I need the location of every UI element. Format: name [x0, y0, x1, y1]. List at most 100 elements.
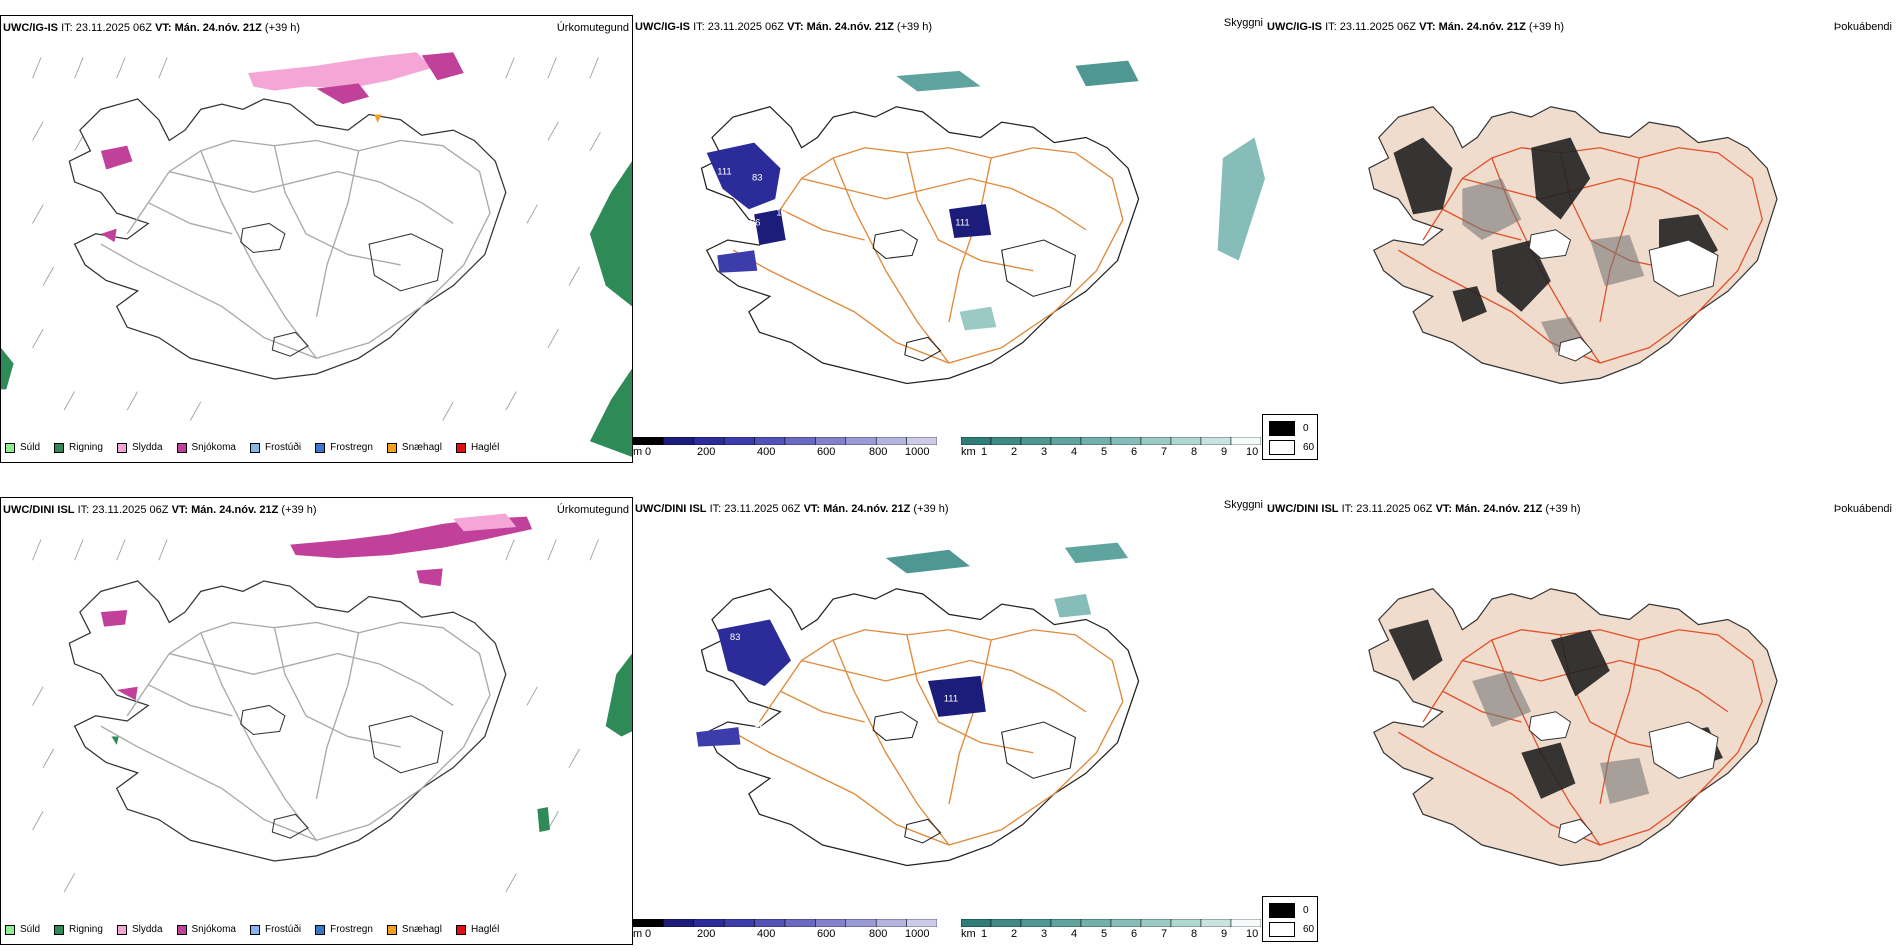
vis-colorbar-swatches — [961, 919, 1261, 927]
ceiling-tick: 600 — [817, 928, 836, 940]
colorbar-swatch — [1110, 437, 1142, 445]
fog-header-top: UWC/IG-IS IT: 23.11.2025 06Z VT: Mán. 24… — [1267, 21, 1564, 33]
ceiling-label: 41 — [675, 263, 686, 273]
ceiling-unit: m — [633, 446, 643, 458]
ceiling-vis-panel-top: 100 111 111 83 18 186 111 41 30 119 28 U… — [633, 15, 1265, 463]
legend-item: Frostregn — [315, 442, 373, 453]
vis-unit: km — [961, 446, 976, 458]
ceiling-tick: 600 — [817, 446, 836, 458]
lead-time: (+39 h) — [1528, 21, 1565, 33]
fog-map-top — [1368, 106, 1778, 385]
legend-item: Rigning — [54, 442, 103, 453]
colorbar-swatch — [1110, 919, 1142, 927]
colorbar-swatch — [754, 437, 786, 445]
it-value: 23.11.2025 06Z — [75, 22, 152, 34]
precip-type-panel-top: UWC/IG-IS IT: 23.11.2025 06Z VT: Mán. 24… — [0, 15, 633, 463]
lead-time: (+39 h) — [1545, 503, 1581, 515]
ceiling-map-bottom: 83 129 111 95 12 — [675, 542, 1140, 867]
ceiling-label: 83 — [730, 632, 741, 642]
vis-tick: 5 — [1101, 446, 1108, 458]
it-label: IT: — [77, 504, 90, 516]
ceiling-title-bottom: Skyggni — [1223, 499, 1263, 511]
vis-tick: 2 — [1011, 446, 1018, 458]
colorbar-swatch — [633, 437, 664, 445]
ceiling-label: 186 — [745, 218, 761, 228]
colorbar-swatch — [815, 919, 847, 927]
legend-item: Frostúði — [249, 924, 301, 935]
colorbar-swatch — [663, 437, 695, 445]
ceiling-header-bottom: UWC/DINI ISL IT: 23.11.2025 06Z VT: Mán.… — [635, 503, 949, 515]
model-name: UWC/DINI ISL — [635, 503, 707, 515]
fog-map-bottom — [1368, 588, 1778, 867]
colorbar-swatch — [1020, 437, 1052, 445]
colorbar-swatch — [693, 919, 725, 927]
vt-value: Mán. 24.nóv. 21Z — [191, 504, 279, 516]
vis-tick: 4 — [1071, 446, 1078, 458]
ceiling-tick: 1000 — [905, 928, 930, 940]
colorbar-swatch — [1200, 919, 1232, 927]
legend-item: Frostregn — [315, 924, 373, 935]
model-name: UWC/IG-IS — [1267, 21, 1322, 33]
model-name: UWC/IG-IS — [635, 21, 690, 33]
ceiling-label: 95 — [675, 737, 686, 747]
colorbar-swatch — [723, 437, 755, 445]
colorbar-swatch — [1170, 919, 1202, 927]
colorbar-swatch — [1050, 437, 1082, 445]
colorbar-swatch — [845, 919, 877, 927]
legend-item: Snæhagl — [386, 924, 442, 935]
fog-title-bottom: Þokuábendi — [1833, 503, 1892, 515]
vis-tick: 4 — [1071, 928, 1078, 940]
it-label: IT: — [693, 21, 705, 33]
vis-tick: 1 — [981, 446, 988, 458]
colorbar-swatch — [1080, 437, 1112, 445]
ceiling-colorbar-swatches — [633, 437, 937, 445]
colorbar-swatch — [1140, 919, 1172, 927]
vt-value: Mán. 24.nóv. 21Z — [823, 503, 911, 515]
fog-legend-item: 60 — [1269, 922, 1314, 937]
model-name: UWC/DINI ISL — [3, 504, 75, 516]
ceiling-tick: 0 — [645, 446, 652, 458]
colorbar-swatch — [723, 919, 755, 927]
fog-legend-top: 0 60 — [1262, 414, 1318, 460]
precip-header-top: UWC/IG-IS IT: 23.11.2025 06Z VT: Mán. 24… — [3, 22, 300, 34]
colorbar-swatch — [1230, 919, 1261, 927]
ceiling-tick: 400 — [757, 928, 776, 940]
vis-colorbar-swatches — [961, 437, 1261, 445]
vt-value: Mán. 24.nóv. 21Z — [1438, 21, 1526, 33]
vt-label: VT: — [155, 22, 172, 34]
legend-item: Slydda — [116, 442, 163, 453]
legend-item: Súld — [5, 442, 40, 453]
colorbar-swatch — [990, 919, 1022, 927]
vis-tick: 7 — [1161, 928, 1168, 940]
it-label: IT: — [1325, 21, 1337, 33]
colorbar-swatch — [784, 437, 816, 445]
precip-map-bottom — [32, 513, 632, 893]
ceiling-label: 28 — [1005, 233, 1016, 243]
vis-colorbar-bottom: km 1 2 3 4 5 6 7 8 9 10 — [961, 919, 1265, 945]
precip-map-top — [1, 52, 632, 457]
it-value: 23.11.2025 06Z — [724, 503, 801, 515]
vt-value: Mán. 24.nóv. 21Z — [1455, 503, 1543, 515]
vis-tick: 6 — [1131, 928, 1138, 940]
ceiling-tick: 200 — [697, 928, 716, 940]
ceiling-colorbar-top: m 0 200 400 600 800 1000 — [633, 437, 943, 463]
legend-item: Haglél — [455, 442, 499, 453]
vis-tick: 1 — [981, 928, 988, 940]
ceiling-tick: 800 — [869, 446, 888, 458]
ceiling-header-top: UWC/IG-IS IT: 23.11.2025 06Z VT: Mán. 24… — [635, 21, 932, 33]
legend-item: Snjókoma — [176, 442, 236, 453]
legend-item: Haglél — [455, 924, 499, 935]
ceiling-tick: 1000 — [905, 446, 930, 458]
precip-title-bottom: Úrkomutegund — [556, 504, 629, 516]
ceiling-colorbar-swatches — [633, 919, 937, 927]
precip-type-panel-bottom: UWC/DINI ISL IT: 23.11.2025 06Z VT: Mán.… — [0, 497, 633, 945]
fog-panel-bottom: UWC/DINI ISL IT: 23.11.2025 06Z VT: Mán.… — [1262, 497, 1900, 945]
legend-item: Slydda — [116, 924, 163, 935]
precip-title-top: Úrkomutegund — [556, 22, 629, 34]
model-name: UWC/DINI ISL — [1267, 503, 1339, 515]
fog-legend-bottom: 0 60 — [1262, 896, 1318, 942]
lead-time: (+39 h) — [896, 21, 933, 33]
fog-legend-item: 60 — [1269, 440, 1314, 455]
ceiling-label: 129 — [770, 612, 786, 622]
lead-time: (+39 h) — [913, 503, 949, 515]
